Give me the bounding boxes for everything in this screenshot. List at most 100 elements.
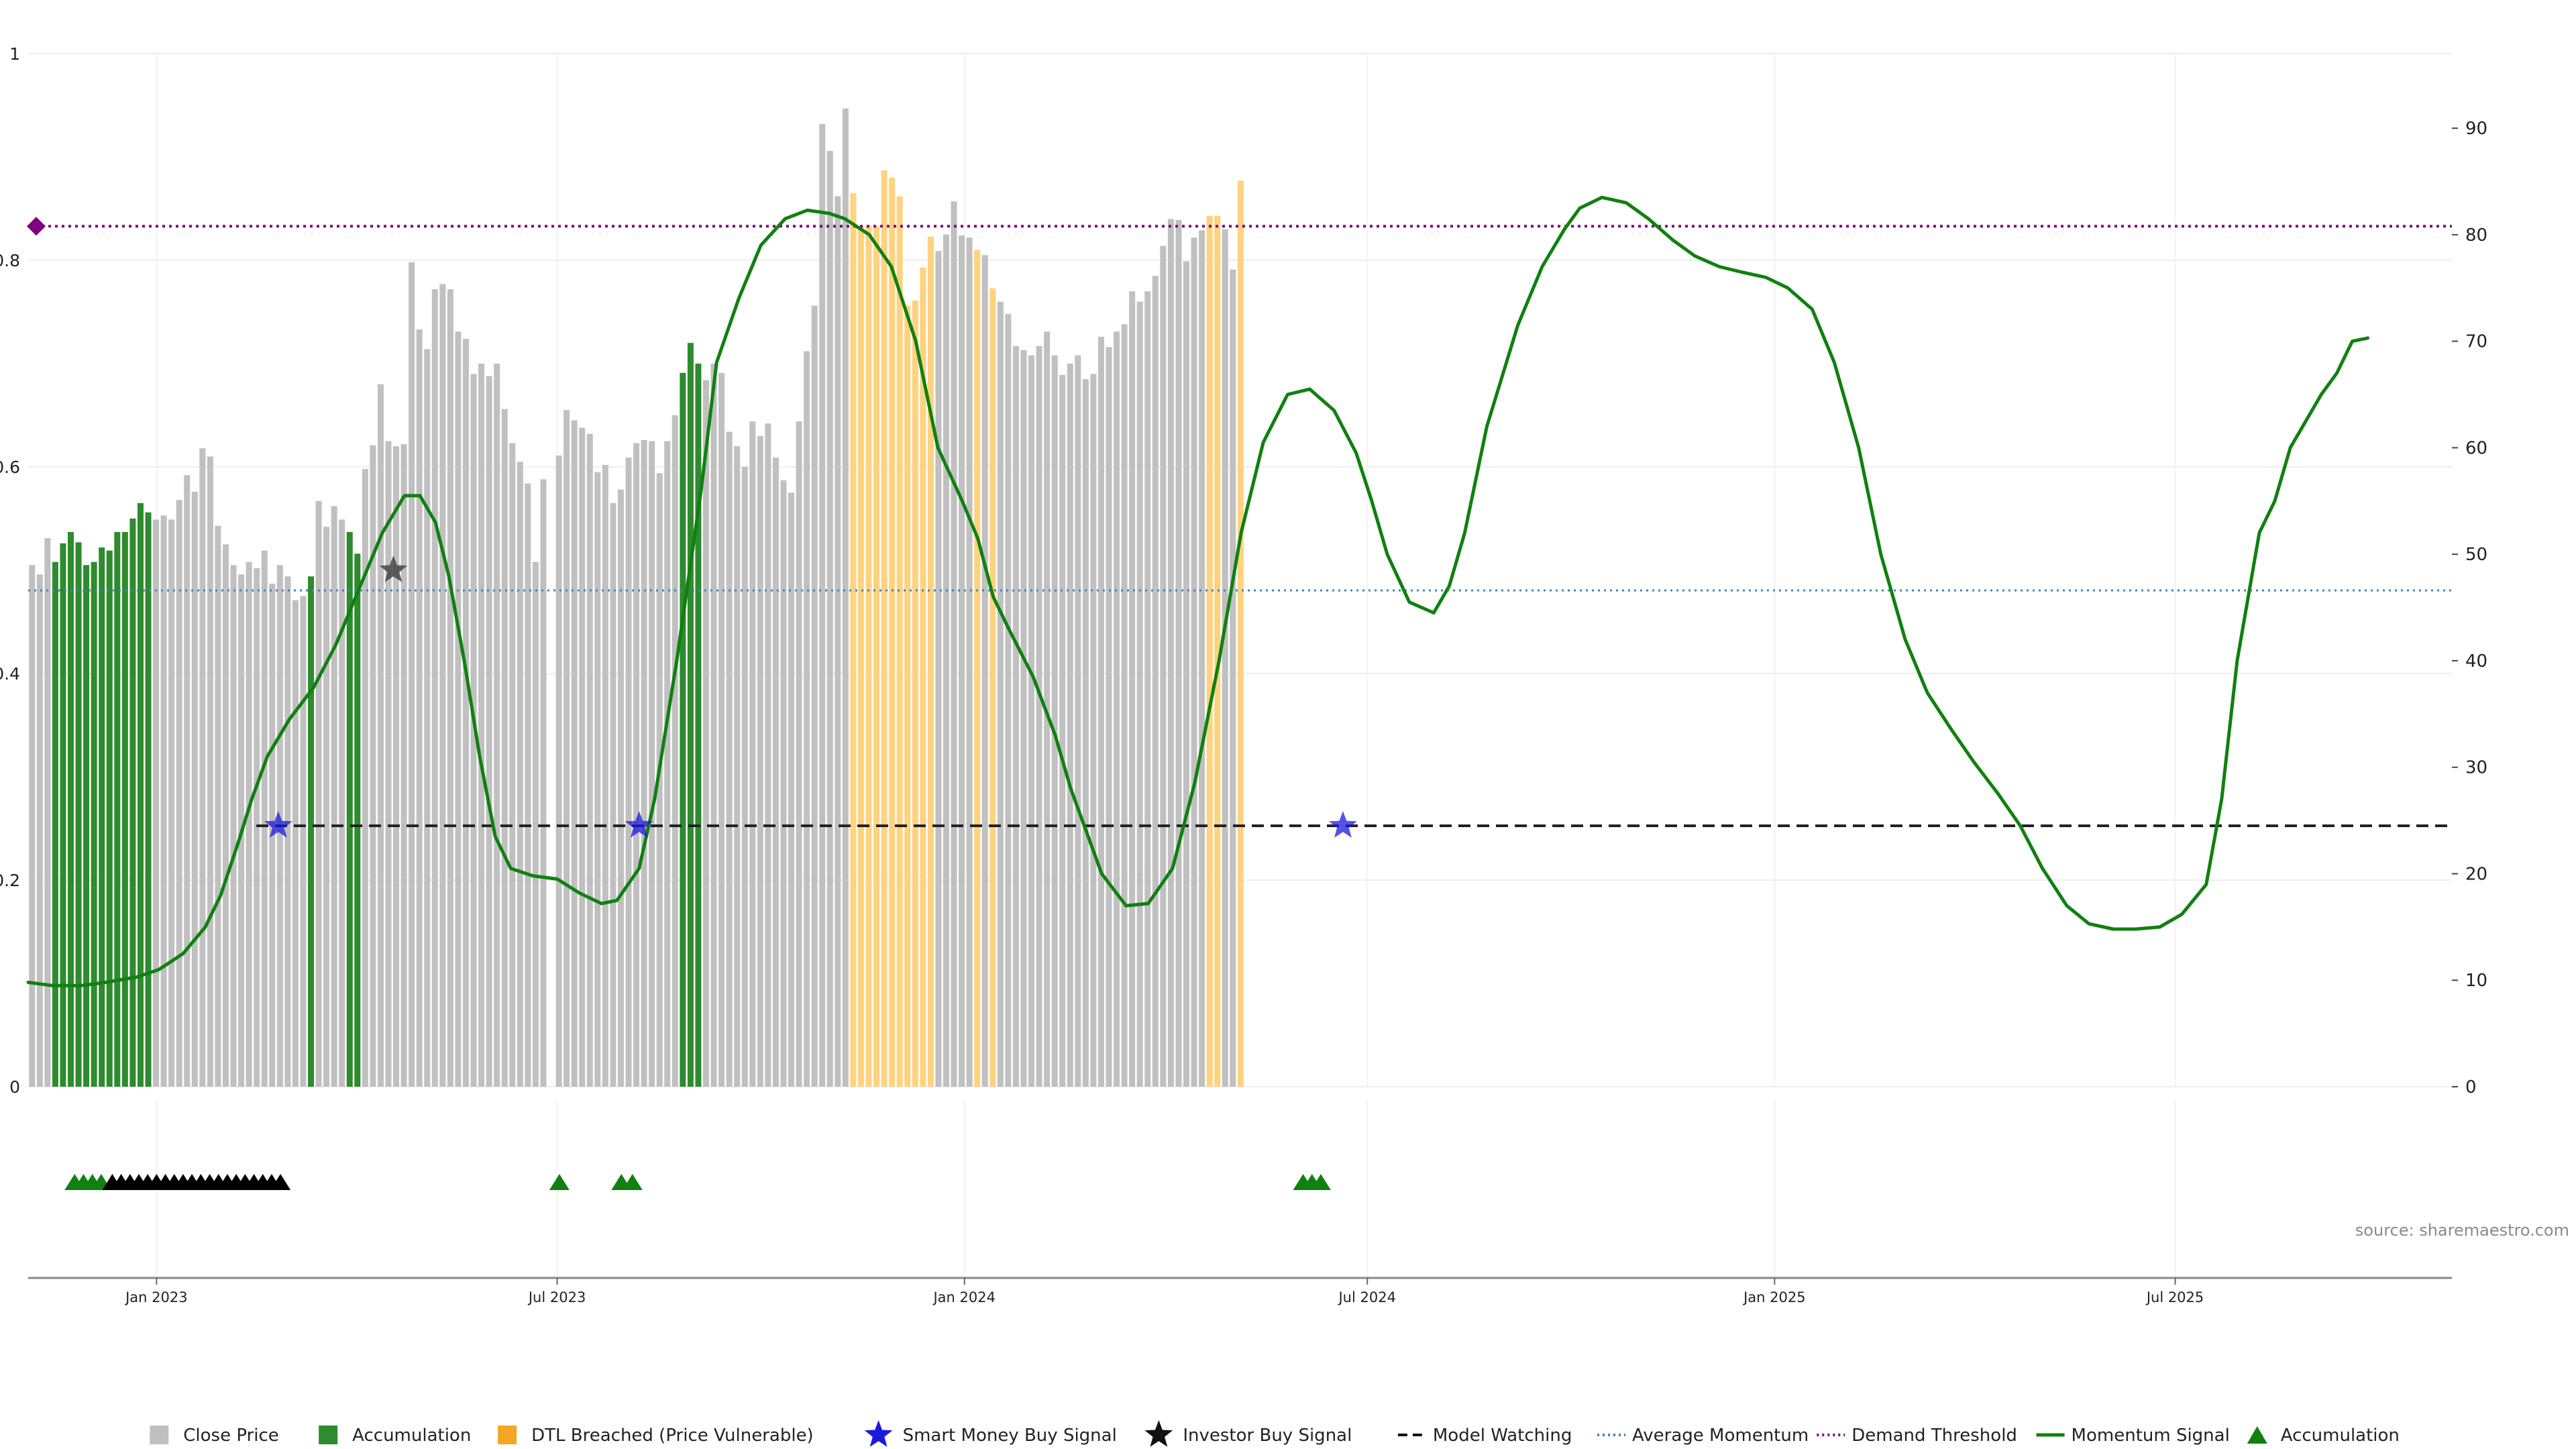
dtl-breached-bar [974,250,981,1087]
legend-swatch [498,1426,517,1444]
close-price-bar [610,502,616,1087]
legend-item: Demand Threshold [1817,1426,2017,1446]
legend-item: DTL Breached (Price Vulnerable) [498,1426,814,1446]
close-price-bar [416,329,423,1087]
accumulation-bar [695,364,702,1087]
close-price-bar [323,527,330,1087]
x-axis-tick-label: Jul 2023 [527,1289,586,1305]
legend-label: Model Watching [1433,1426,1572,1446]
accumulation-bar [83,565,90,1087]
accumulation-bar [687,343,694,1087]
close-price-bar [1020,350,1027,1087]
close-price-bar [517,462,523,1087]
smart-money-buy-star [1329,811,1357,838]
legend-label: Close Price [183,1426,279,1446]
close-price-bar [339,519,345,1087]
accumulation-bar [114,532,121,1087]
close-price-bar [315,500,322,1087]
close-price-bar [362,469,368,1087]
close-price-bar [718,372,725,1087]
close-price-bar [1144,291,1151,1087]
close-price-bar [525,483,531,1087]
close-price-bar [586,433,593,1087]
momentum-signal-line [26,195,2370,987]
close-price-bar [184,475,191,1087]
left-axis-tick-label: 0.8 [0,251,20,270]
close-price-bar [261,550,268,1087]
close-price-bar [641,439,647,1087]
legend-item: Accumulation [2247,1426,2400,1446]
close-price-bar [246,561,252,1087]
right-axis-tick-label: 80 [2465,225,2487,246]
x-axis-tick-label: Jan 2025 [1742,1289,1806,1305]
legend-label: Accumulation [2281,1426,2400,1446]
close-price-bar [168,519,175,1087]
right-axis-tick-label: 90 [2465,119,2487,139]
legend-label: Average Momentum [1632,1426,1809,1446]
accumulation-bar [129,519,136,1087]
close-price-bar [1230,269,1236,1087]
close-price-bar [819,123,826,1087]
right-axis-tick-label: 0 [2465,1077,2477,1097]
close-price-bar [292,600,299,1087]
close-price-bar [1106,347,1112,1087]
close-price-bar [462,339,469,1087]
close-price-bar [772,458,779,1087]
investor-accumulation-triangle [270,1174,291,1190]
left-axis-tick-label: 0.2 [0,871,20,890]
legend-label: Momentum Signal [2072,1426,2230,1446]
close-price-bar [1121,324,1128,1087]
source-label: source: sharemaestro.com [2355,1221,2569,1240]
close-price-bar [1167,219,1174,1087]
right-axis-tick-label: 60 [2465,438,2487,458]
close-price-bar [656,473,663,1087]
dtl-breached-bar [889,177,896,1087]
close-price-bar [1059,374,1066,1087]
legend-label: Smart Money Buy Signal [903,1426,1117,1446]
accumulation-bar [99,547,105,1087]
dtl-breached-bar [850,193,857,1087]
close-price-bar [664,441,671,1087]
close-price-bar [625,458,632,1087]
close-price-bar [734,446,741,1087]
close-price-bar [835,196,841,1087]
close-price-bar [564,410,570,1087]
close-price-bar [1051,355,1058,1087]
close-price-bar [788,492,795,1087]
close-price-bar [176,500,182,1087]
dtl-breached-bar [989,288,996,1087]
x-axis-tick-label: Jan 2023 [124,1289,188,1305]
close-price-bar [804,351,810,1087]
close-price-bar [1191,237,1197,1087]
legend-item: Smart Money Buy Signal [864,1420,1117,1447]
reference-lines [27,217,2452,828]
close-price-bar [439,284,446,1087]
legend-item: Average Momentum [1597,1426,1809,1446]
legend-item: Accumulation [319,1426,471,1446]
smart-money-buy-star [625,811,653,838]
dtl-breached-bar [912,301,918,1087]
close-price-bar [1199,230,1205,1087]
close-price-bar [470,374,477,1087]
close-price-bar [455,331,462,1087]
close-price-bar [1114,331,1120,1087]
close-price-bar [1090,374,1097,1087]
legend-star [864,1420,893,1447]
close-price-bar [951,201,957,1087]
close-price-bar [826,150,833,1087]
left-axis-tick-label: 0 [9,1077,20,1097]
close-price-bar [44,538,51,1087]
accumulation-bar [68,532,74,1087]
legend-item: Close Price [150,1426,279,1446]
close-price-bar [215,525,221,1087]
close-price-bar [222,544,229,1087]
legend-item: Momentum Signal [2036,1426,2230,1446]
dtl-breached-bar [1214,215,1221,1087]
right-axis-tick-label: 30 [2465,758,2487,778]
x-axis-tick-label: Jan 2024 [932,1289,996,1305]
accumulation-triangle [622,1174,643,1190]
close-price-bar [672,415,678,1087]
close-price-bar [749,421,756,1087]
close-price-bar [1097,336,1104,1087]
right-axis-tick-label: 20 [2465,864,2487,884]
